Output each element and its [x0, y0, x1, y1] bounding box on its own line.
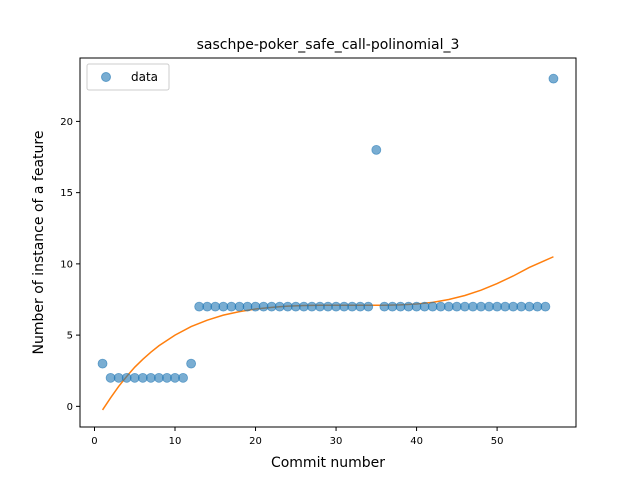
- data-point: [508, 301, 519, 312]
- data-point: [282, 301, 293, 312]
- y-axis-label: Number of instance of a feature: [31, 131, 47, 355]
- points-layer: [97, 73, 559, 383]
- data-point: [242, 301, 253, 312]
- data-point: [306, 301, 317, 312]
- x-tick-label: 10: [169, 436, 182, 447]
- data-point: [226, 301, 237, 312]
- legend-marker: [101, 72, 111, 82]
- data-point: [532, 301, 543, 312]
- data-point: [97, 358, 108, 369]
- data-point: [468, 301, 478, 312]
- data-point: [524, 301, 535, 312]
- x-tick-label: 30: [330, 436, 343, 447]
- data-point: [371, 144, 382, 155]
- data-point: [258, 301, 269, 312]
- data-point: [250, 301, 261, 312]
- data-point: [113, 372, 124, 383]
- data-point: [347, 301, 358, 312]
- data-point: [395, 301, 406, 312]
- data-point: [162, 372, 172, 383]
- data-point: [178, 372, 188, 383]
- data-point: [218, 301, 229, 312]
- data-point: [516, 301, 527, 312]
- x-tick-label: 20: [249, 436, 262, 447]
- data-point: [403, 301, 414, 312]
- chart-title: saschpe-poker_safe_call-polinomial_3: [197, 37, 460, 53]
- data-point: [129, 372, 140, 383]
- data-point: [202, 301, 213, 312]
- data-point: [500, 301, 511, 312]
- data-point: [484, 301, 494, 312]
- data-point: [427, 301, 438, 312]
- x-ticks: 0 10 20 30 40 50: [91, 427, 503, 447]
- data-point: [363, 301, 374, 312]
- data-point: [331, 301, 341, 312]
- x-tick-label: 0: [91, 436, 97, 447]
- data-point: [355, 301, 366, 312]
- data-point: [137, 372, 148, 383]
- x-tick-label: 40: [410, 436, 423, 447]
- data-point: [234, 301, 245, 312]
- y-tick-label: 10: [60, 259, 73, 270]
- data-point: [210, 301, 221, 312]
- y-tick-label: 20: [60, 117, 73, 128]
- data-point: [145, 372, 156, 383]
- legend: data: [86, 63, 170, 91]
- data-point: [170, 372, 180, 383]
- data-point: [266, 301, 277, 312]
- legend-label: data: [131, 70, 158, 84]
- data-point: [379, 301, 390, 312]
- axes-frame: [79, 57, 577, 428]
- y-ticks: 0 5 10 15 20: [60, 117, 80, 413]
- data-point: [419, 301, 430, 312]
- data-point: [459, 301, 470, 312]
- data-point: [298, 301, 309, 312]
- data-point: [186, 358, 197, 369]
- data-point: [323, 301, 333, 312]
- x-tick-label: 50: [491, 436, 504, 447]
- data-point: [290, 301, 301, 312]
- data-point: [154, 372, 164, 383]
- data-point: [339, 301, 350, 312]
- legend-box: [86, 63, 170, 91]
- y-tick-label: 0: [67, 402, 73, 413]
- data-point: [548, 73, 559, 84]
- data-point: [121, 372, 132, 383]
- data-point: [105, 372, 116, 383]
- data-point: [540, 301, 551, 312]
- data-point: [435, 301, 446, 312]
- data-point: [476, 301, 486, 312]
- data-point: [443, 301, 454, 312]
- x-axis-label: Commit number: [271, 455, 385, 471]
- data-point: [387, 301, 398, 312]
- data-point: [274, 301, 285, 312]
- data-point: [492, 301, 502, 312]
- data-point: [194, 301, 205, 312]
- data-point: [315, 301, 325, 312]
- data-point: [411, 301, 422, 312]
- y-tick-label: 15: [60, 188, 73, 199]
- y-tick-label: 5: [67, 331, 73, 342]
- data-point: [451, 301, 462, 312]
